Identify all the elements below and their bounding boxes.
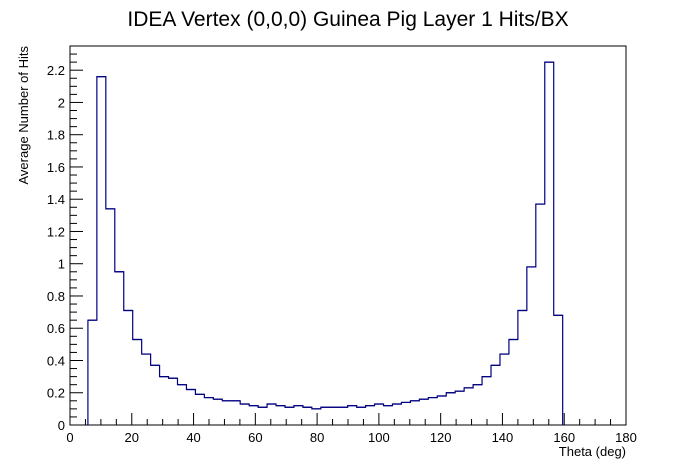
x-tick-label: 40 (186, 430, 200, 445)
y-tick-label: 2 (58, 95, 65, 110)
y-tick-label: 1 (58, 257, 65, 272)
x-tick-label: 120 (430, 430, 452, 445)
x-tick-label: 80 (310, 430, 324, 445)
chart-title: IDEA Vertex (0,0,0) Guinea Pig Layer 1 H… (127, 8, 568, 31)
y-tick-label: 1.4 (47, 192, 65, 207)
x-tick-label: 0 (66, 430, 73, 445)
plot-border (69, 45, 627, 426)
y-tick-label: 1.8 (47, 128, 65, 143)
y-tick-label: 0.2 (47, 386, 65, 401)
y-tick-label: 0.4 (47, 353, 65, 368)
x-tick-label: 20 (125, 430, 139, 445)
histogram-outline (87, 61, 564, 425)
histogram-series (87, 61, 564, 425)
y-tick-label: 0.6 (47, 321, 65, 336)
y-tick-label: 1.6 (47, 160, 65, 175)
x-tick-label: 180 (615, 430, 637, 445)
y-tick-label: 1.2 (47, 224, 65, 239)
y-tick-label: 0.8 (47, 289, 65, 304)
x-axis-title: Theta (deg) (559, 444, 626, 459)
x-tick-label: 160 (553, 430, 575, 445)
plot-frame (69, 45, 627, 426)
x-tick-label: 60 (248, 430, 262, 445)
y-axis-title: Average Number of Hits (16, 46, 31, 185)
y-tick-label: 2.2 (47, 63, 65, 78)
x-axis: 0 20 40 60 80 100 120 140 160 180 (66, 413, 637, 445)
x-tick-label: 100 (368, 430, 390, 445)
x-tick-label: 140 (492, 430, 514, 445)
y-tick-label: 0 (58, 418, 65, 433)
y-axis: 0 0.2 0.4 0.6 0.8 1 1.2 1.4 1.6 1.8 2 2.2 (47, 45, 83, 433)
